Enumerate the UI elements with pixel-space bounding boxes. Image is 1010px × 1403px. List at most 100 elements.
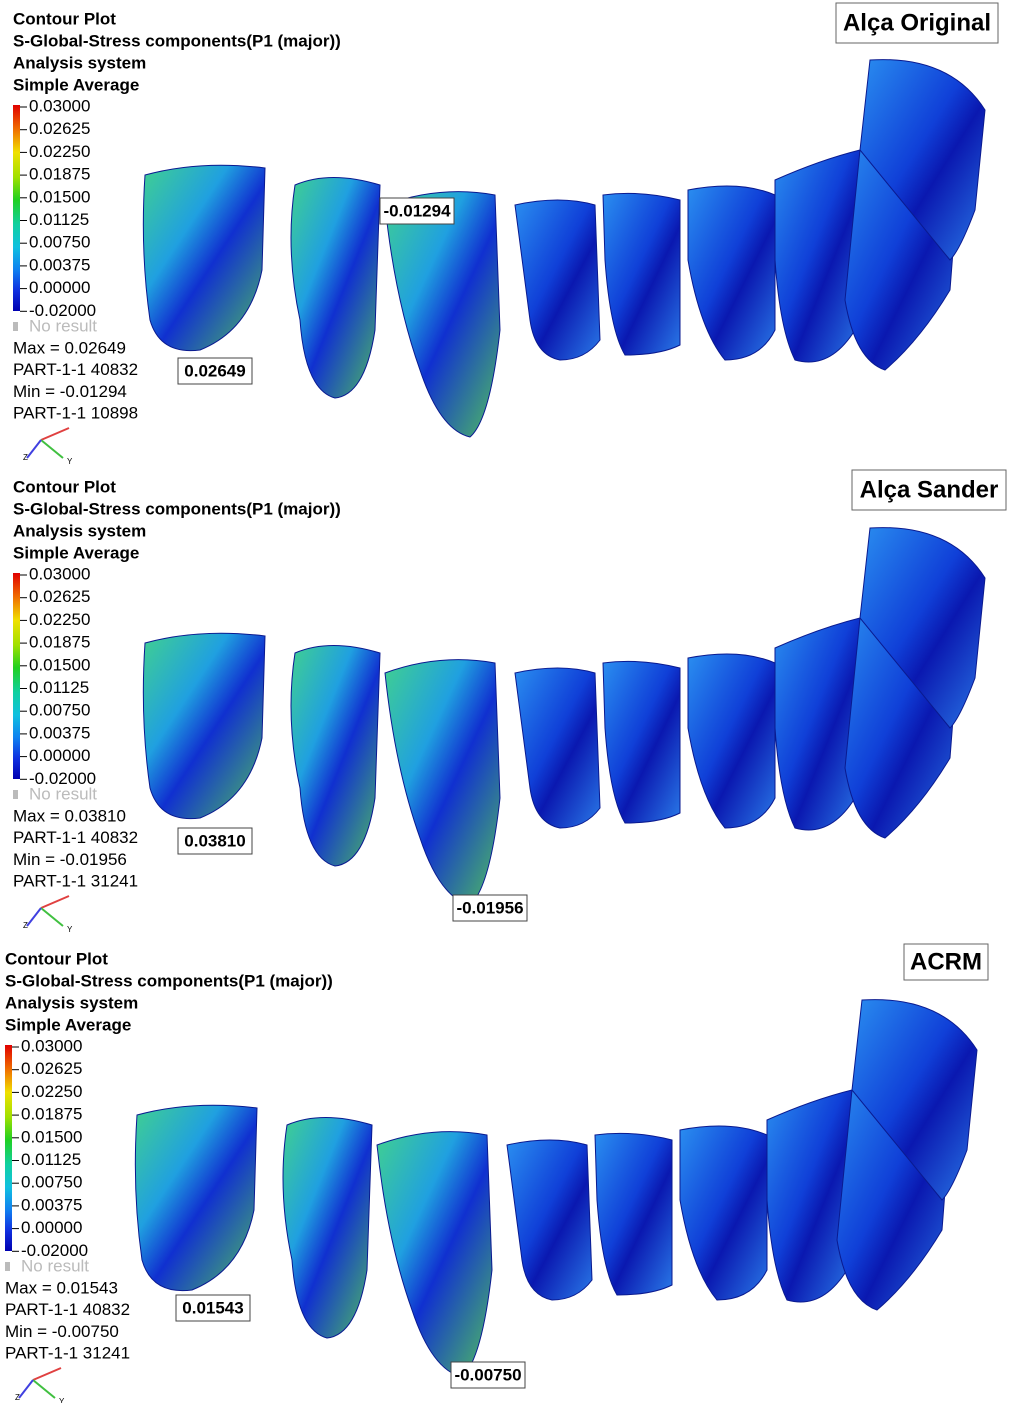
stat-line: Max = 0.02649 bbox=[13, 338, 126, 357]
legend-label: 0.02250 bbox=[29, 610, 90, 629]
legend-label: 0.01125 bbox=[29, 678, 89, 697]
model bbox=[143, 528, 985, 905]
legend-label: 0.02250 bbox=[21, 1082, 82, 1101]
legend-label: 0.03000 bbox=[29, 96, 90, 115]
legend-label: 0.00750 bbox=[21, 1173, 82, 1192]
stat-line: PART-1-1 31241 bbox=[13, 872, 138, 891]
triad-axis bbox=[41, 428, 69, 440]
legend-label: 0.00750 bbox=[29, 701, 90, 720]
colorbar bbox=[13, 105, 20, 311]
tooth bbox=[377, 1132, 492, 1377]
legend-label: 0.01500 bbox=[29, 655, 90, 674]
stat-line: PART-1-1 40832 bbox=[13, 828, 138, 847]
legend-label: 0.00000 bbox=[29, 746, 90, 765]
header-line: Analysis system bbox=[5, 993, 138, 1012]
colorbar bbox=[5, 1045, 12, 1251]
tooth bbox=[775, 150, 860, 362]
tooth bbox=[603, 193, 680, 355]
legend-label: 0.01500 bbox=[29, 187, 90, 206]
triad-axis bbox=[27, 908, 41, 926]
panel-title: Alça Sander bbox=[860, 476, 999, 503]
panel: Contour PlotS-Global-Stress components(P… bbox=[13, 3, 998, 466]
legend-label: 0.02250 bbox=[29, 142, 90, 161]
header-line: S-Global-Stress components(P1 (major)) bbox=[5, 971, 333, 990]
panel: Contour Plot S-Global-Stress components(P… bbox=[5, 944, 988, 1403]
stat-line: Min = -0.01956 bbox=[13, 850, 127, 869]
header-line: Contour Plot bbox=[13, 477, 116, 496]
tooth bbox=[291, 178, 380, 399]
panel-title: ACRM bbox=[910, 948, 982, 975]
legend-label: 0.02625 bbox=[29, 587, 90, 606]
legend-label: 0.00375 bbox=[21, 1195, 82, 1214]
tooth bbox=[515, 668, 600, 828]
tooth bbox=[595, 1133, 672, 1295]
stat-line: Max = 0.01543 bbox=[5, 1278, 118, 1297]
stat-line: PART-1-1 31241 bbox=[5, 1344, 130, 1363]
stat-line: Max = 0.03810 bbox=[13, 806, 126, 825]
tooth bbox=[688, 186, 775, 360]
tooth bbox=[385, 192, 500, 437]
triad-label: Y bbox=[67, 457, 73, 466]
callout: 0.01543 bbox=[182, 1298, 243, 1317]
tooth bbox=[680, 1126, 767, 1300]
header-line: Simple Average bbox=[13, 543, 139, 562]
triad-axis bbox=[41, 896, 69, 908]
callout: -0.01294 bbox=[383, 201, 451, 220]
legend-label: 0.00000 bbox=[29, 278, 90, 297]
no-result: No result bbox=[21, 1256, 89, 1275]
legend-label: 0.02625 bbox=[21, 1059, 82, 1078]
legend-label: 0.03000 bbox=[21, 1036, 82, 1055]
tooth bbox=[283, 1118, 372, 1339]
tooth bbox=[688, 654, 775, 828]
legend-label: 0.01125 bbox=[21, 1150, 81, 1169]
tooth bbox=[291, 646, 380, 867]
header-line: Simple Average bbox=[13, 75, 139, 94]
triad-label: Z bbox=[15, 1393, 20, 1402]
legend-label: 0.00000 bbox=[21, 1218, 82, 1237]
tooth bbox=[767, 1090, 852, 1302]
triad-axis bbox=[33, 1380, 55, 1398]
tooth bbox=[135, 1105, 257, 1290]
legend-label: 0.00750 bbox=[29, 233, 90, 252]
header-line: S-Global-Stress components(P1 (major)) bbox=[13, 499, 341, 518]
stat-line: PART-1-1 10898 bbox=[13, 404, 138, 423]
legend-label: 0.02625 bbox=[29, 119, 90, 138]
triad-axis bbox=[27, 440, 41, 458]
legend-label: 0.01875 bbox=[21, 1105, 82, 1124]
model bbox=[143, 60, 985, 437]
tooth bbox=[515, 200, 600, 360]
triad-label: Z bbox=[23, 453, 28, 462]
triad-axis bbox=[19, 1380, 33, 1398]
header-line: Contour Plot bbox=[5, 949, 108, 968]
callout: 0.03810 bbox=[184, 831, 245, 850]
legend-label: 0.01875 bbox=[29, 633, 90, 652]
legend-label: 0.03000 bbox=[29, 564, 90, 583]
no-result: No result bbox=[29, 784, 97, 803]
triad-label: Y bbox=[59, 1397, 65, 1403]
colorbar bbox=[13, 573, 20, 779]
header-line: Simple Average bbox=[5, 1015, 131, 1034]
tooth bbox=[775, 618, 860, 830]
callout: -0.01956 bbox=[456, 898, 523, 917]
figure: Contour Plot S-Global-Stress components(P… bbox=[0, 0, 1010, 1403]
legend-label: 0.00375 bbox=[29, 255, 90, 274]
callout: -0.00750 bbox=[454, 1365, 521, 1384]
triad-axis bbox=[41, 440, 63, 458]
triad-axis bbox=[41, 908, 63, 926]
legend-label: 0.01125 bbox=[29, 210, 89, 229]
header-line: Analysis system bbox=[13, 53, 146, 72]
triad-label: Y bbox=[67, 925, 73, 934]
panel: Contour Plot S-Global-Stress components(P… bbox=[13, 470, 1006, 934]
stat-line: Min = -0.00750 bbox=[5, 1322, 119, 1341]
stat-line: Min = -0.01294 bbox=[13, 382, 127, 401]
legend-label: 0.01500 bbox=[21, 1127, 82, 1146]
header-line: Analysis system bbox=[13, 521, 146, 540]
panel-title: Alça Original bbox=[843, 9, 991, 36]
tooth bbox=[507, 1140, 592, 1300]
legend-label: 0.00375 bbox=[29, 723, 90, 742]
header-line: S-Global-Stress components(P1 (major)) bbox=[13, 31, 341, 50]
triad-axis bbox=[33, 1368, 61, 1380]
no-result-swatch bbox=[13, 322, 18, 331]
tooth bbox=[143, 165, 265, 350]
tooth bbox=[603, 661, 680, 823]
